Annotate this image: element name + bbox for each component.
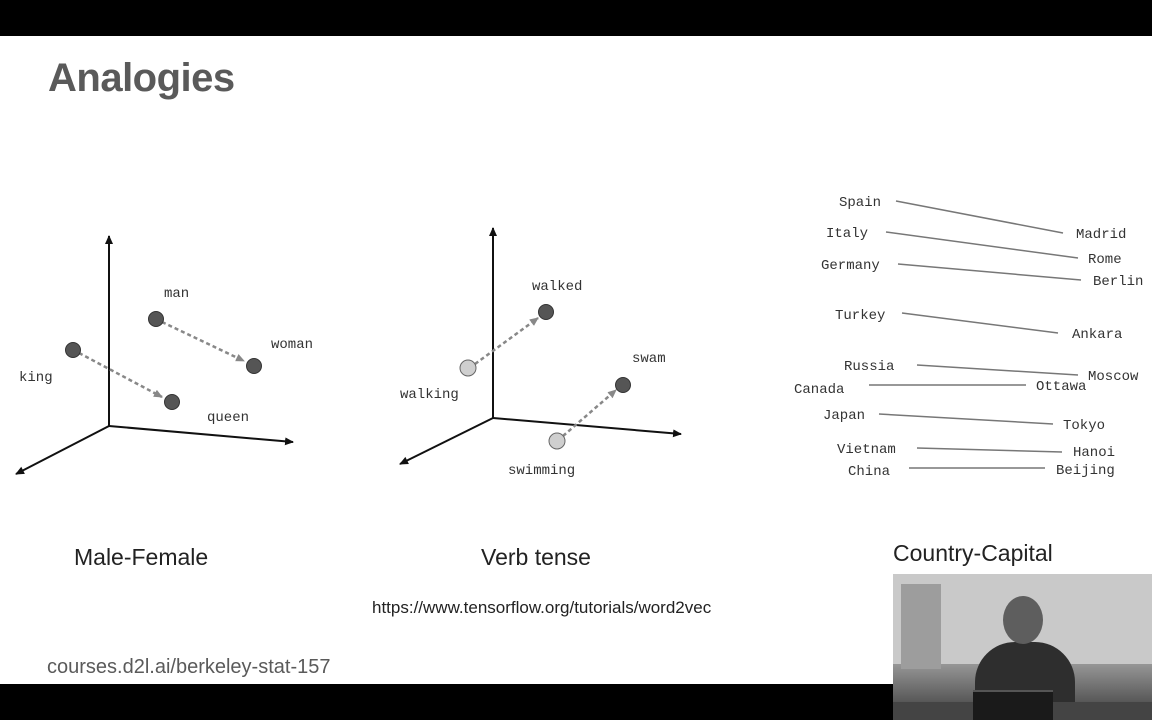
country-japan: Japan <box>823 408 865 424</box>
panel-verb-tense: walked walking swam swimming <box>399 227 682 479</box>
capital-moscow: Moscow <box>1088 369 1139 385</box>
point-king <box>65 342 81 358</box>
country-turkey: Turkey <box>835 308 885 324</box>
link-turkey-ankara <box>901 312 1059 334</box>
label-man: man <box>164 286 189 302</box>
link-germany-berlin <box>897 263 1082 281</box>
capital-hanoi: Hanoi <box>1073 445 1115 461</box>
footer-course-url: courses.d2l.ai/berkeley-stat-157 <box>47 656 331 678</box>
capital-madrid: Madrid <box>1076 227 1126 243</box>
panel-country-capital: Spain Madrid Italy Rome Germany Berlin T… <box>794 195 1143 480</box>
slide-title: Analogies <box>48 56 235 100</box>
king-queen-arrow <box>78 351 163 399</box>
point-swimming <box>548 432 566 450</box>
presenter-webcam <box>893 574 1152 720</box>
point-queen <box>164 394 180 410</box>
country-russia: Russia <box>844 359 894 375</box>
point-walking <box>459 359 477 377</box>
caption-male-female: Male-Female <box>74 544 209 570</box>
panel-male-female: man woman king queen <box>15 235 313 475</box>
point-man <box>148 311 164 327</box>
label-walked: walked <box>532 279 582 295</box>
country-china: China <box>848 464 890 480</box>
country-vietnam: Vietnam <box>837 442 896 458</box>
caption-country-capital: Country-Capital <box>893 540 1053 566</box>
country-spain: Spain <box>839 195 881 211</box>
axes <box>399 227 682 465</box>
axes <box>15 235 294 475</box>
source-link[interactable]: https://www.tensorflow.org/tutorials/wor… <box>372 598 712 617</box>
label-swimming: swimming <box>508 463 575 479</box>
label-swam: swam <box>632 351 666 367</box>
label-walking: walking <box>400 387 459 403</box>
point-walked <box>538 304 554 320</box>
point-swam <box>615 377 631 393</box>
walking-walked-arrow <box>474 316 539 366</box>
caption-verb-tense: Verb tense <box>481 544 591 570</box>
link-vietnam-hanoi <box>916 447 1063 453</box>
capital-ankara: Ankara <box>1072 327 1122 343</box>
laptop-icon <box>973 690 1053 720</box>
country-germany: Germany <box>821 258 880 274</box>
capital-rome: Rome <box>1088 252 1122 268</box>
link-russia-moscow <box>916 364 1079 376</box>
capital-berlin: Berlin <box>1093 274 1143 290</box>
link-italy-rome <box>885 231 1079 259</box>
link-japan-tokyo <box>878 413 1054 425</box>
presenter-avatar <box>1003 596 1043 644</box>
man-woman-arrow <box>161 320 245 363</box>
swimming-swam-arrow <box>562 389 617 437</box>
capital-beijing: Beijing <box>1056 463 1115 479</box>
label-queen: queen <box>207 410 249 426</box>
country-canada: Canada <box>794 382 844 398</box>
capital-tokyo: Tokyo <box>1063 418 1105 434</box>
country-italy: Italy <box>826 226 868 242</box>
point-woman <box>246 358 262 374</box>
capital-ottawa: Ottawa <box>1036 379 1086 395</box>
label-woman: woman <box>271 337 313 353</box>
label-king: king <box>19 370 53 386</box>
link-spain-madrid <box>895 200 1064 234</box>
